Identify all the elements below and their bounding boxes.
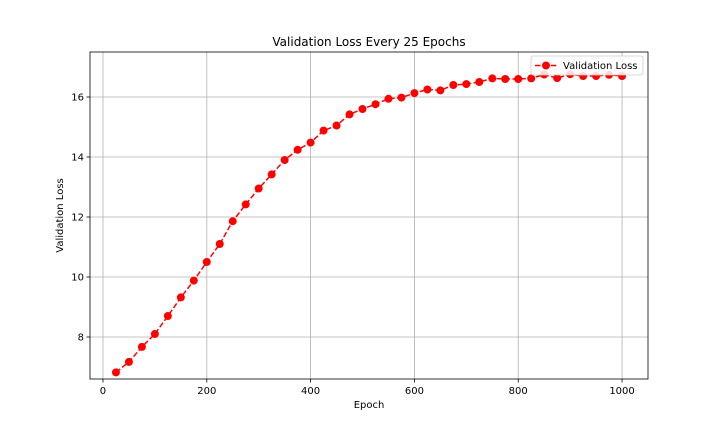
- y-axis-label: Validation Loss: [55, 178, 66, 253]
- data-point: [137, 342, 146, 351]
- data-point: [254, 184, 263, 193]
- plot-frame: [89, 51, 649, 380]
- data-point: [124, 357, 133, 366]
- data-point: [436, 86, 445, 95]
- x-tick-label: 400: [301, 386, 320, 397]
- data-point: [449, 81, 458, 89]
- chart-title: Validation Loss Every 25 Epochs: [272, 35, 465, 49]
- data-point: [176, 293, 185, 302]
- data-point: [293, 145, 302, 154]
- data-point: [553, 74, 562, 83]
- axis-ticks: 0 200 400 600 800 1000 8 10 12 14 16: [71, 93, 635, 398]
- data-point: [241, 200, 250, 209]
- x-tick-label: 0: [100, 386, 106, 397]
- y-tick-label: 10: [71, 273, 84, 284]
- legend: Validation Loss: [530, 55, 644, 76]
- y-tick-label: 8: [78, 333, 84, 344]
- data-point: [189, 276, 198, 285]
- data-point: [514, 75, 523, 83]
- data-point: [423, 85, 432, 94]
- data-point: [410, 89, 419, 98]
- data-point: [215, 240, 224, 248]
- y-tick-label: 14: [71, 153, 84, 164]
- series-line: [115, 73, 623, 373]
- data-point: [397, 93, 406, 102]
- data-point: [163, 312, 172, 320]
- data-point: [306, 138, 315, 147]
- data-point: [228, 217, 237, 226]
- data-point: [267, 170, 276, 179]
- y-tick-label: 16: [71, 93, 84, 104]
- data-point: [280, 156, 289, 164]
- data-point: [345, 110, 354, 119]
- legend-label: Validation Loss: [563, 61, 638, 72]
- legend-box: [530, 55, 644, 76]
- data-point: [332, 121, 341, 130]
- data-point: [384, 94, 393, 103]
- x-tick-label: 1000: [609, 386, 634, 397]
- data-point: [111, 368, 120, 377]
- data-point: [150, 330, 159, 338]
- x-tick-label: 600: [405, 386, 424, 397]
- x-axis-label: Epoch: [354, 400, 385, 411]
- data-point: [462, 80, 471, 89]
- data-point: [358, 105, 367, 113]
- data-point: [475, 78, 484, 86]
- y-tick-label: 12: [71, 213, 84, 224]
- data-point: [501, 75, 510, 83]
- data-point: [488, 74, 497, 83]
- x-tick-label: 200: [197, 386, 216, 397]
- plot-area-background: [90, 52, 648, 379]
- data-point: [371, 100, 380, 109]
- legend-marker: [542, 61, 550, 70]
- grid: [90, 52, 648, 379]
- data-point: [319, 126, 328, 135]
- data-point: [202, 258, 211, 266]
- x-tick-label: 800: [509, 386, 528, 397]
- data-point: [527, 74, 536, 83]
